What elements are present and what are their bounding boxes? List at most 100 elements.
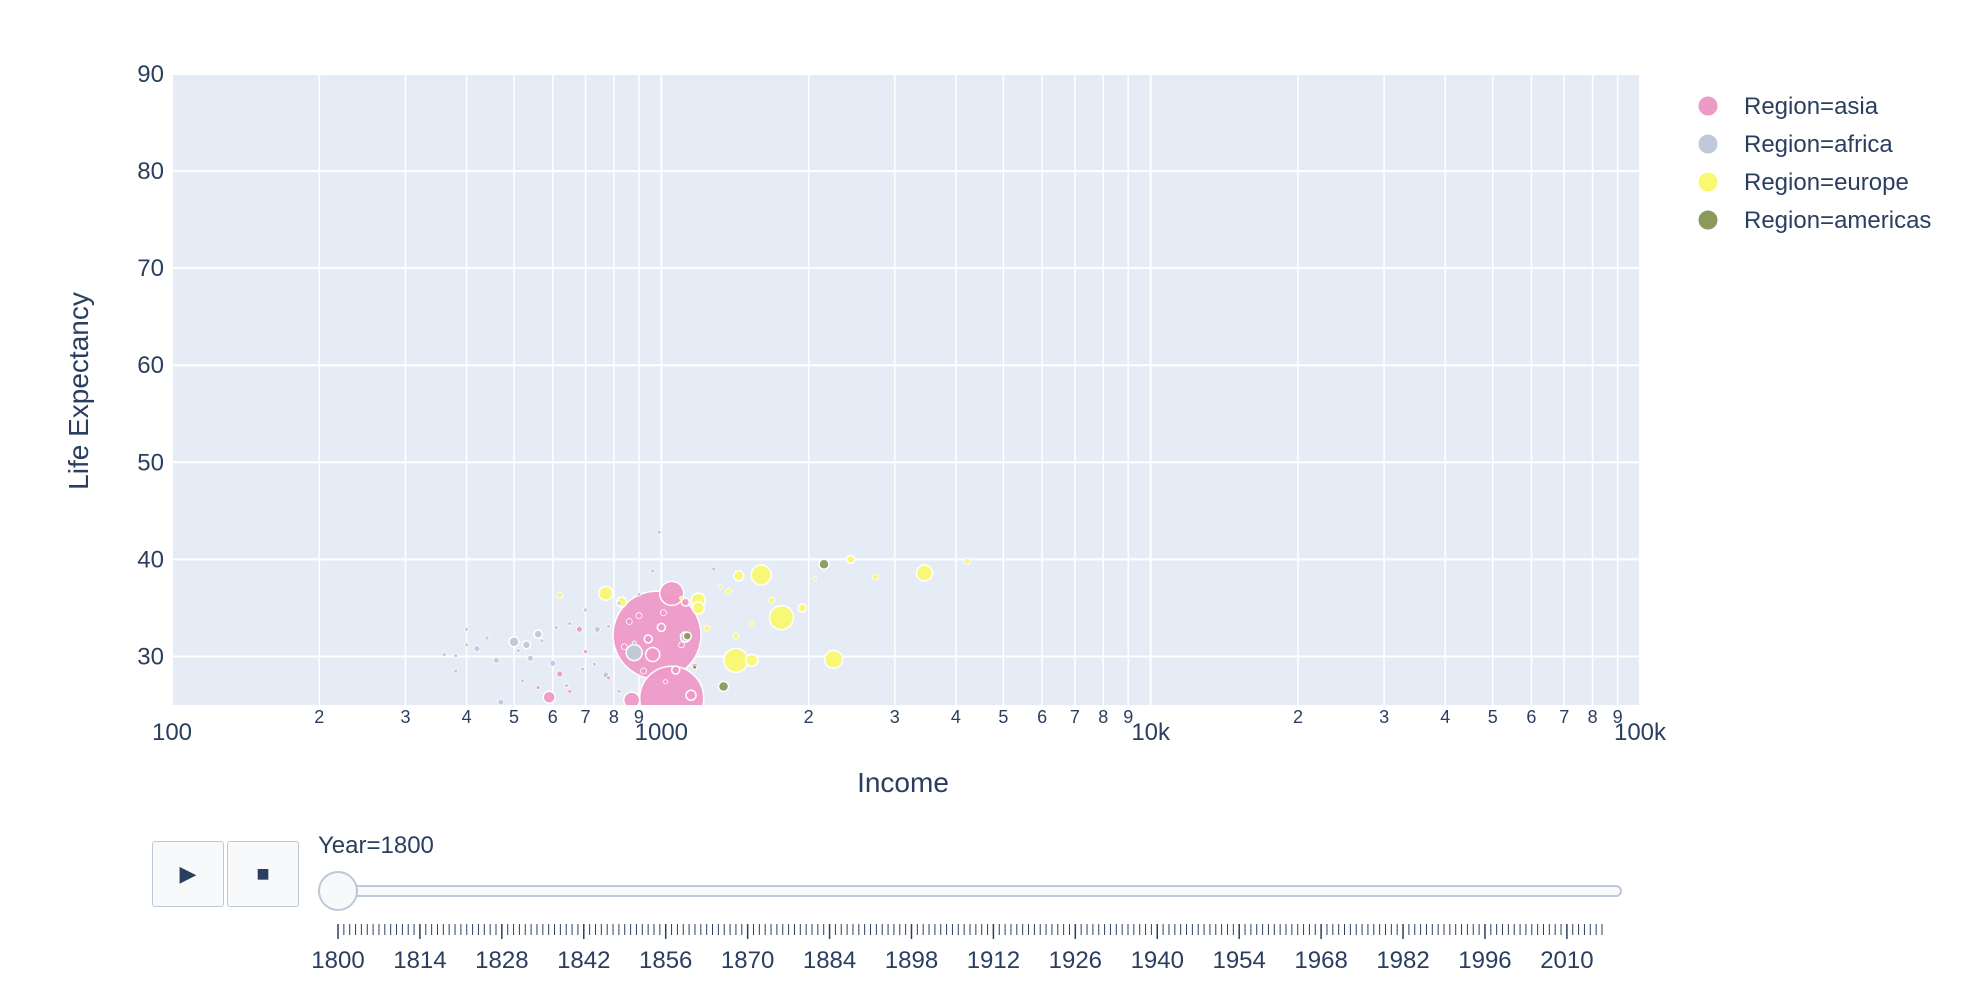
data-point[interactable] (733, 570, 745, 582)
data-point[interactable] (533, 629, 543, 639)
slider-year-label[interactable]: 1870 (721, 947, 774, 974)
year-slider-handle[interactable] (318, 871, 358, 911)
data-point[interactable] (580, 666, 585, 672)
data-point[interactable] (872, 573, 879, 581)
data-point[interactable] (963, 557, 971, 565)
data-point[interactable] (723, 647, 749, 674)
year-slider-rail[interactable] (318, 885, 1622, 897)
data-point[interactable] (724, 588, 732, 595)
data-point[interactable] (644, 646, 661, 663)
data-point[interactable] (553, 624, 559, 630)
data-point[interactable] (539, 638, 545, 644)
data-point[interactable] (658, 580, 685, 607)
data-point[interactable] (598, 585, 614, 602)
data-point[interactable] (497, 698, 505, 705)
slider-year-label[interactable]: 1996 (1458, 947, 1511, 974)
data-point[interactable] (616, 600, 622, 606)
data-point[interactable] (441, 652, 447, 657)
data-point[interactable] (717, 680, 730, 693)
data-point[interactable] (556, 591, 564, 599)
data-point[interactable] (818, 558, 830, 570)
slider-year-label[interactable]: 1926 (1049, 947, 1102, 974)
data-point[interactable] (473, 645, 481, 653)
data-point[interactable] (521, 640, 532, 650)
data-point[interactable] (812, 576, 818, 582)
legend-label[interactable]: Region=americas (1744, 207, 1931, 234)
slider-year-label[interactable]: 1884 (803, 947, 856, 974)
data-point[interactable] (846, 554, 856, 565)
data-point[interactable] (606, 623, 611, 629)
legend-label[interactable]: Region=europe (1744, 169, 1909, 196)
data-point[interactable] (656, 622, 667, 633)
data-point[interactable] (682, 631, 693, 641)
data-point[interactable] (620, 643, 628, 651)
slider-year-label[interactable]: 1940 (1131, 947, 1184, 974)
slider-year-label[interactable]: 1912 (967, 947, 1020, 974)
data-point[interactable] (622, 691, 641, 708)
data-point[interactable] (670, 665, 681, 675)
slider-year-label[interactable]: 1814 (393, 947, 446, 974)
data-point[interactable] (567, 689, 573, 694)
data-point[interactable] (663, 679, 668, 685)
data-point[interactable] (685, 689, 697, 702)
data-point[interactable] (656, 529, 662, 535)
data-point[interactable] (583, 649, 588, 655)
data-point[interactable] (564, 683, 569, 688)
data-point[interactable] (549, 659, 557, 667)
data-point[interactable] (768, 604, 795, 631)
data-point[interactable] (453, 653, 459, 658)
data-point[interactable] (744, 653, 759, 668)
data-point[interactable] (732, 632, 740, 640)
data-point[interactable] (692, 664, 698, 670)
data-point[interactable] (453, 668, 459, 674)
data-point[interactable] (464, 626, 470, 632)
data-point[interactable] (484, 635, 490, 641)
data-point[interactable] (492, 656, 500, 664)
slider-year-label[interactable]: 2010 (1540, 947, 1593, 974)
data-point[interactable] (593, 625, 601, 633)
data-point[interactable] (508, 636, 520, 648)
data-point[interactable] (750, 564, 772, 586)
data-point[interactable] (606, 675, 611, 681)
data-point[interactable] (526, 655, 534, 662)
data-point[interactable] (542, 690, 556, 704)
slider-year-label[interactable]: 1800 (311, 947, 364, 974)
data-point[interactable] (717, 584, 723, 589)
data-point[interactable] (519, 678, 525, 684)
legend-label[interactable]: Region=africa (1744, 131, 1893, 158)
data-point[interactable] (535, 685, 541, 690)
slider-year-label[interactable]: 1856 (639, 947, 692, 974)
slider-year-label[interactable]: 1842 (557, 947, 610, 974)
data-point[interactable] (768, 596, 775, 604)
data-point[interactable] (625, 643, 643, 662)
data-point[interactable] (515, 648, 521, 654)
data-point[interactable] (691, 601, 706, 615)
play-button[interactable]: ▶ (152, 841, 224, 907)
data-point[interactable] (631, 640, 637, 646)
slider-year-label[interactable]: 1898 (885, 947, 938, 974)
data-point[interactable] (636, 591, 642, 597)
data-point[interactable] (556, 670, 564, 678)
data-point[interactable] (660, 609, 667, 617)
data-point[interactable] (625, 618, 633, 625)
data-point[interactable] (915, 564, 934, 582)
slider-year-label[interactable]: 1982 (1376, 947, 1429, 974)
data-point[interactable] (616, 689, 622, 694)
data-point[interactable] (635, 612, 643, 620)
data-point[interactable] (678, 641, 685, 649)
slider-year-label[interactable]: 1828 (475, 947, 528, 974)
data-point[interactable] (567, 621, 573, 626)
data-point[interactable] (583, 607, 588, 613)
data-point[interactable] (679, 595, 684, 601)
slider-year-label[interactable]: 1954 (1212, 947, 1265, 974)
data-point[interactable] (680, 597, 691, 607)
data-point[interactable] (640, 667, 648, 675)
data-point[interactable] (711, 566, 717, 572)
data-point[interactable] (575, 625, 583, 633)
data-point[interactable] (592, 661, 597, 667)
data-point[interactable] (703, 624, 711, 632)
slider-year-label[interactable]: 1968 (1294, 947, 1347, 974)
data-point[interactable] (797, 603, 807, 613)
stop-button[interactable]: ■ (227, 841, 299, 907)
data-point[interactable] (749, 621, 755, 626)
